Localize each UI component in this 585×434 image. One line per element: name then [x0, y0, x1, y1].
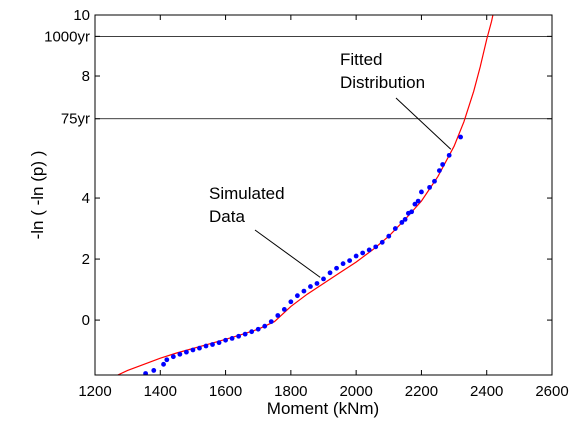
- simulated-data-point: [161, 361, 166, 367]
- x-axis-title: Moment (kNm): [267, 399, 379, 418]
- simulated-data-point: [327, 270, 333, 276]
- simulated-data-point: [353, 253, 359, 259]
- x-tick-label: 1600: [209, 383, 242, 400]
- simulated-data-point: [268, 319, 274, 325]
- x-tick-label: 2400: [470, 383, 503, 400]
- x-tick-label: 2600: [535, 383, 568, 400]
- simulated-data-point: [236, 333, 242, 339]
- annotation-text: Simulated: [209, 184, 285, 203]
- simulated-data-point: [402, 217, 408, 222]
- simulated-data-point: [340, 261, 346, 267]
- y-tick-label: 75yr: [61, 111, 90, 128]
- y-tick-label: 2: [82, 251, 90, 268]
- x-tick-label: 2200: [405, 383, 438, 400]
- annotation-text: Data: [209, 207, 245, 226]
- simulated-data-point: [294, 293, 300, 299]
- simulated-data-point: [210, 342, 215, 347]
- simulated-data-point: [314, 281, 320, 286]
- simulated-data-point: [446, 152, 452, 158]
- annotation-text: Fitted: [340, 50, 383, 69]
- simulated-data-point: [197, 345, 202, 351]
- annotations: Fitted Distribution Simulated Data: [209, 50, 452, 278]
- simulated-data-point: [366, 247, 372, 253]
- simulated-data-point: [249, 329, 255, 335]
- reference-lines: [95, 35, 552, 120]
- simulated-data-point: [321, 276, 326, 282]
- simulated-data-point: [255, 326, 261, 332]
- simulated-data-point: [143, 371, 148, 375]
- simulated-data-point: [432, 178, 437, 184]
- x-tick-label: 1800: [274, 383, 307, 400]
- simulated-data-point: [347, 258, 353, 263]
- x-tick-label: 1400: [144, 383, 177, 400]
- y-tick-label: 8: [82, 68, 90, 85]
- plot-frame: [94, 14, 553, 376]
- simulated-data-point: [242, 331, 248, 337]
- simulated-data-point: [177, 351, 183, 357]
- y-axis: 0 2 4 75yr 8 1000yr 10: [44, 7, 552, 329]
- simulated-data-point: [308, 284, 313, 289]
- simulated-data-point: [427, 184, 432, 190]
- simulated-data-point: [379, 239, 385, 245]
- simulated-data-point: [334, 265, 339, 271]
- simulated-data-point: [301, 288, 307, 294]
- simulated-data-point: [373, 244, 379, 250]
- simulated-data-point: [170, 354, 176, 360]
- simulated-data-point: [392, 226, 398, 231]
- simulated-data-point: [184, 349, 189, 355]
- simulated-data-point: [415, 198, 421, 204]
- simulated-data-point: [281, 307, 287, 312]
- simulated-data-point: [409, 209, 415, 215]
- simulated-data-point: [203, 343, 209, 349]
- simulated-data-point: [440, 162, 446, 167]
- simulated-data-point: [216, 340, 222, 346]
- simulated-data-point: [458, 134, 463, 140]
- simulated-data-point: [399, 220, 405, 225]
- plot-area: [117, 15, 494, 375]
- simulated-data-point: [419, 189, 424, 195]
- simulated-data-point: [386, 233, 392, 239]
- simulated-data-point: [190, 347, 196, 353]
- annotation-text: Distribution: [340, 73, 425, 92]
- simulated-data-point: [164, 357, 170, 363]
- y-tick-label: 10: [73, 7, 90, 24]
- x-tick-label: 2000: [339, 383, 372, 400]
- simulated-data-point: [229, 335, 235, 341]
- x-tick-label: 1200: [78, 383, 111, 400]
- simulated-data-point: [360, 250, 366, 256]
- y-tick-label: 4: [82, 190, 90, 207]
- simulated-data-point: [223, 337, 228, 343]
- y-tick-label: 0: [82, 312, 90, 329]
- simulated-data-point: [288, 299, 294, 305]
- simulated-data-point: [151, 368, 157, 373]
- simulated-data-point: [412, 201, 418, 207]
- annotation-arrow: [254, 229, 321, 278]
- y-tick-label: 1000yr: [44, 28, 90, 45]
- simulated-data-point: [262, 323, 268, 329]
- simulated-data-point: [436, 168, 442, 173]
- annotation-arrow: [395, 97, 452, 150]
- x-axis: 1200 1400 1600 1800 2000 2200 2400 2600: [78, 15, 569, 400]
- y-axis-title: -ln ( -ln (p) ): [28, 151, 47, 240]
- simulated-data-point: [275, 313, 281, 318]
